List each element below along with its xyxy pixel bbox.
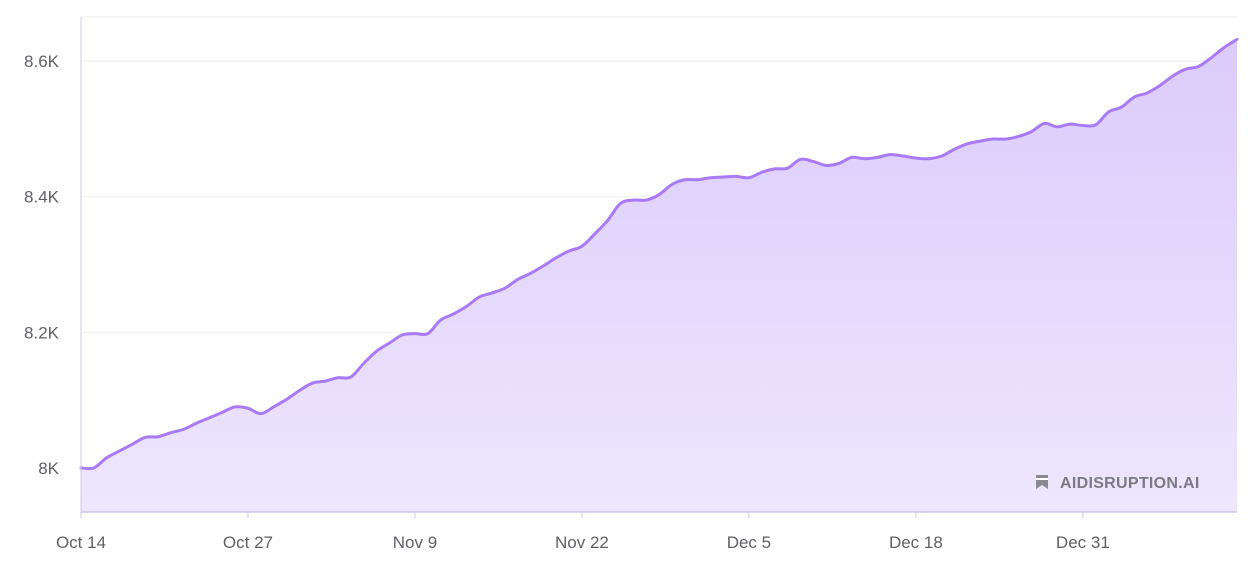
y-tick-label: 8.6K [24,52,60,71]
x-tick-label: Nov 22 [555,533,609,552]
area-fill [81,39,1237,512]
axes [80,17,1237,513]
watermark: AIDISRUPTION.AI [1036,475,1200,492]
x-tick-label: Oct 27 [223,533,273,552]
x-axis-labels: Oct 14 Oct 27 Nov 9 Nov 22 Dec 5 Dec 18 Dec 31 [56,512,1110,552]
y-tick-label: 8.2K [24,323,60,342]
y-axis-labels: 8K 8.2K 8.4K 8.6K [24,52,60,478]
y-tick-label: 8.4K [24,188,60,207]
x-tick-label: Dec 5 [727,533,771,552]
x-tick-label: Nov 9 [393,533,437,552]
watermark-text: AIDISRUPTION.AI [1060,475,1200,492]
bookmark-icon-band [1036,478,1048,480]
y-tick-label: 8K [38,459,59,478]
x-tick-label: Dec 31 [1056,533,1110,552]
series-line [79,37,1239,471]
x-tick-label: Dec 18 [889,533,943,552]
x-tick-label: Oct 14 [56,533,106,552]
